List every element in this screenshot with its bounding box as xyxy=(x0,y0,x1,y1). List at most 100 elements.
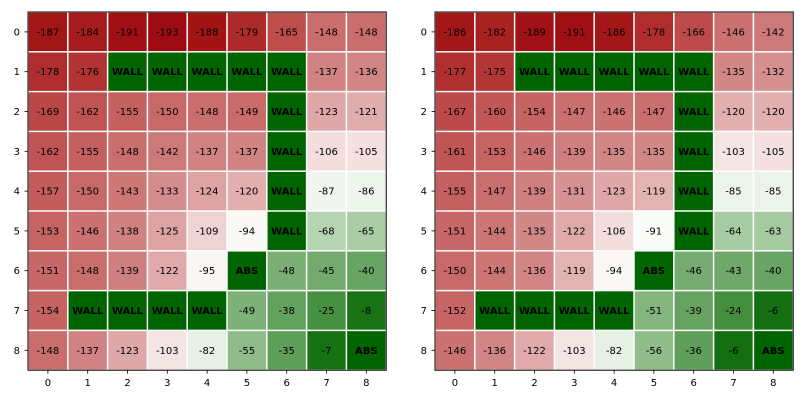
x-tick-label: 1 xyxy=(492,378,498,389)
cell-value-label: -155 xyxy=(444,187,467,198)
cell-value-label: -154 xyxy=(523,107,546,118)
cell-value-label: ABS xyxy=(762,346,785,357)
heatmap-cell xyxy=(714,331,753,370)
cell-value-label: -119 xyxy=(643,187,666,198)
x-tick-label: 5 xyxy=(244,378,250,389)
cell-value-label: -182 xyxy=(483,27,506,38)
cell-value-label: -167 xyxy=(444,107,467,118)
y-tick-label: 5 xyxy=(421,226,427,237)
cell-value-label: ABS xyxy=(236,266,259,277)
cell-value-label: -24 xyxy=(725,306,741,317)
cell-value-label: -123 xyxy=(315,107,338,118)
cell-value-label: -146 xyxy=(444,346,467,357)
cell-value-label: -157 xyxy=(37,187,60,198)
cell-value-label: -146 xyxy=(603,107,626,118)
cell-value-label: WALL xyxy=(152,67,184,78)
cell-value-label: -178 xyxy=(37,67,60,78)
heatmap-cell xyxy=(307,251,346,290)
heatmap-cell xyxy=(68,331,107,370)
heatmap-cell xyxy=(68,12,107,52)
cell-value-label: WALL xyxy=(678,107,710,118)
y-tick-label: 8 xyxy=(421,346,427,357)
cell-value-label: -122 xyxy=(563,226,586,237)
cell-value-label: -150 xyxy=(76,187,99,198)
cell-value-label: WALL xyxy=(678,226,710,237)
cell-value-label: -124 xyxy=(196,187,219,198)
cell-value-label: -155 xyxy=(116,107,139,118)
heatmap-cell xyxy=(435,132,475,171)
wall-cell xyxy=(108,52,147,91)
x-tick-label: 6 xyxy=(691,378,697,389)
cell-value-label: WALL xyxy=(559,67,591,78)
cell-value-label: -146 xyxy=(722,27,745,38)
cell-value-label: -148 xyxy=(315,27,338,38)
cell-value-label: -153 xyxy=(483,147,506,158)
x-tick-label: 6 xyxy=(284,378,290,389)
y-tick-label: 1 xyxy=(14,67,20,78)
cell-value-label: -135 xyxy=(722,67,745,78)
x-tick-label: 5 xyxy=(651,378,657,389)
heatmap-cell xyxy=(475,331,514,370)
cell-value-label: -120 xyxy=(762,107,785,118)
cell-value-label: -187 xyxy=(37,27,60,38)
absorbing-cell xyxy=(347,331,386,370)
absorbing-cell xyxy=(754,331,793,370)
heatmap-cell xyxy=(347,92,386,131)
heatmap-cell xyxy=(555,211,594,251)
heatmap-cell xyxy=(28,132,68,171)
heatmap-cell xyxy=(187,132,227,171)
heatmap-cell xyxy=(754,211,793,251)
wall-cell xyxy=(148,52,187,91)
heatmap-cell xyxy=(594,211,634,251)
cell-value-label: -139 xyxy=(523,187,546,198)
y-tick-label: 6 xyxy=(421,266,427,277)
cell-value-label: -136 xyxy=(523,266,546,277)
cell-value-label: -135 xyxy=(523,226,546,237)
heatmap-cell xyxy=(227,331,267,370)
cell-value-label: -135 xyxy=(643,147,666,158)
y-tick-label: 1 xyxy=(421,67,427,78)
heatmap-cell xyxy=(68,251,107,290)
cell-value-label: -136 xyxy=(483,346,506,357)
heatmap-cell xyxy=(347,251,386,290)
heatmap-cell xyxy=(714,251,753,290)
heatmap-cell xyxy=(754,171,793,211)
heatmap-cell xyxy=(148,251,187,290)
cell-value-label: -131 xyxy=(563,187,586,198)
heatmap-cell xyxy=(435,331,475,370)
cell-value-label: -166 xyxy=(682,27,705,38)
heatmap-cell xyxy=(28,171,68,211)
wall-cell xyxy=(267,132,306,171)
cell-value-label: -46 xyxy=(686,266,702,277)
heatmap-cell xyxy=(594,171,634,211)
heatmap-cell xyxy=(714,291,753,330)
heatmap-cell xyxy=(555,331,594,370)
heatmap-cell xyxy=(435,171,475,211)
wall-cell xyxy=(674,92,713,131)
heatmap-cell xyxy=(307,171,346,211)
heatmap-cell xyxy=(754,92,793,131)
cell-value-label: -103 xyxy=(722,147,745,158)
cell-value-label: -162 xyxy=(37,147,60,158)
heatmap-cell xyxy=(227,211,267,251)
cell-value-label: WALL xyxy=(519,306,551,317)
heatmap-cell xyxy=(634,171,674,211)
cell-value-label: -51 xyxy=(646,306,662,317)
cell-value-label: -136 xyxy=(355,67,378,78)
heatmap-cell xyxy=(714,92,753,131)
cell-value-label: -91 xyxy=(646,226,662,237)
cell-value-label: -133 xyxy=(156,187,179,198)
heatmap-cell xyxy=(754,12,793,52)
x-tick-label: 1 xyxy=(85,378,91,389)
y-tick-label: 0 xyxy=(421,27,427,38)
heatmap-cell xyxy=(634,331,674,370)
heatmap-cell xyxy=(515,92,554,131)
cell-value-label: WALL xyxy=(559,306,591,317)
cell-value-label: -161 xyxy=(444,147,467,158)
cell-value-label: WALL xyxy=(192,306,224,317)
heatmap-cell xyxy=(227,291,267,330)
cell-value-label: -193 xyxy=(156,27,179,38)
y-tick-label: 7 xyxy=(14,306,20,317)
cell-value-label: WALL xyxy=(678,187,710,198)
